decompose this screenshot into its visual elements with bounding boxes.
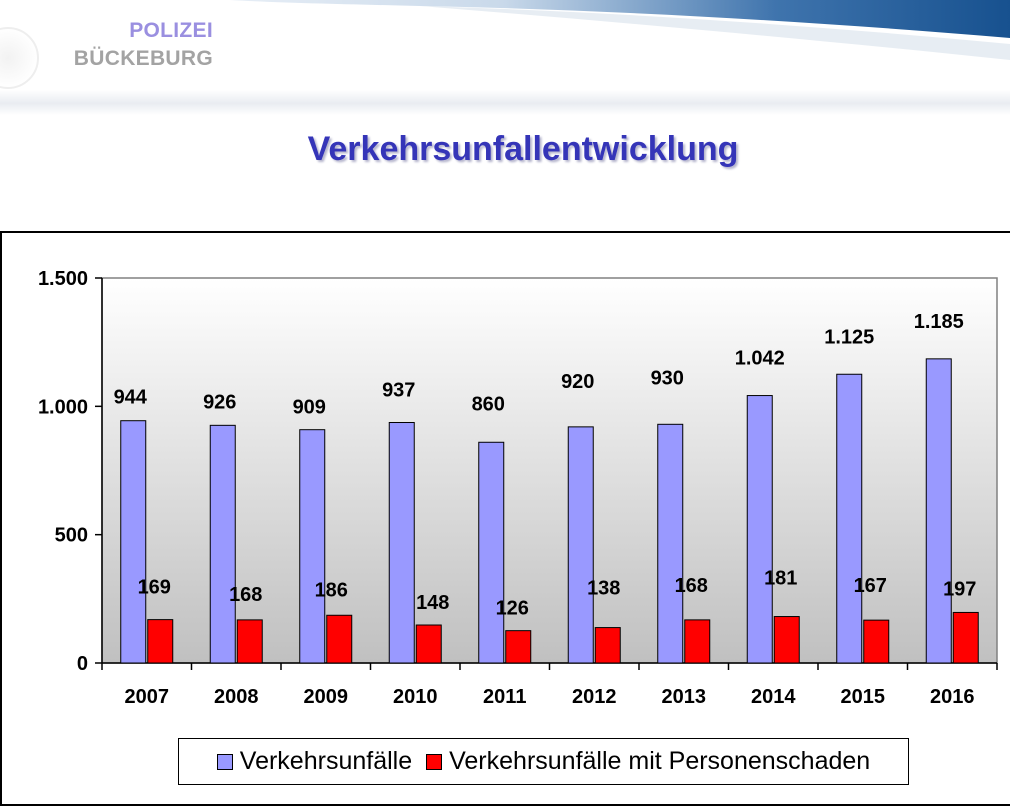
data-label-personenschaden: 168: [675, 575, 708, 597]
bar-personenschaden: [505, 630, 532, 664]
bar-personenschaden: [863, 619, 890, 664]
x-tick-label: 2008: [214, 686, 259, 708]
bar-personenschaden: [594, 627, 621, 664]
data-label-verkehrsunfaelle: 937: [382, 380, 415, 402]
data-label-personenschaden: 167: [854, 575, 887, 597]
legend-label-personenschaden: Verkehrsunfälle mit Personenschaden: [449, 747, 871, 775]
bar-verkehrsunfaelle: [478, 441, 505, 664]
x-tick-label: 2015: [841, 686, 886, 708]
x-tick-label: 2016: [930, 686, 975, 708]
x-tick-label: 2014: [751, 686, 796, 708]
data-label-verkehrsunfaelle: 944: [114, 387, 148, 409]
bar-verkehrsunfaelle: [299, 429, 326, 664]
bar-personenschaden: [147, 619, 174, 664]
chart-legend: Verkehrsunfälle Verkehrsunfälle mit Pers…: [178, 738, 909, 785]
bar-personenschaden: [773, 616, 800, 664]
logo-line2: BÜCKEBURG: [73, 47, 213, 70]
chart-frame: 0 500 1.000 1.500 2007 944 169 2008 926 168 2009 90…: [0, 231, 1010, 806]
data-label-verkehrsunfaelle: 920: [561, 371, 594, 393]
data-label-verkehrsunfaelle: 1.185: [914, 311, 964, 333]
y-tick-label: 1.500: [38, 268, 88, 290]
bar-verkehrsunfaelle: [567, 426, 594, 664]
data-label-verkehrsunfaelle: 909: [293, 397, 326, 419]
bar-chart: 0 500 1.000 1.500 2007 944 169 2008 926 168 2009 90…: [38, 268, 998, 708]
x-tick-label: 2009: [304, 686, 349, 708]
data-label-verkehrsunfaelle: 1.125: [824, 326, 874, 348]
x-tick-label: 2011: [483, 686, 526, 708]
logo-line1: POLIZEI: [129, 19, 213, 42]
data-label-verkehrsunfaelle: 860: [472, 393, 505, 415]
bar-personenschaden: [236, 619, 263, 664]
y-tick-label: 0: [77, 653, 88, 675]
bar-personenschaden: [684, 619, 711, 664]
bar-verkehrsunfaelle: [388, 422, 415, 664]
bar-verkehrsunfaelle: [657, 423, 684, 664]
bar-personenschaden: [415, 624, 442, 664]
data-label-verkehrsunfaelle: 1.042: [735, 348, 785, 370]
data-label-personenschaden: 186: [315, 579, 348, 601]
slide-header: POLIZEI BÜCKEBURG: [0, 0, 1010, 115]
slide-title: Verkehrsunfallentwicklung: [307, 130, 739, 168]
y-tick-label: 1.000: [38, 396, 88, 418]
header-swoosh: [0, 0, 1010, 89]
data-label-personenschaden: 168: [229, 584, 262, 606]
x-tick-label: 2010: [393, 686, 438, 708]
data-label-personenschaden: 126: [496, 598, 529, 620]
data-label-personenschaden: 181: [764, 568, 797, 590]
data-label-personenschaden: 169: [138, 577, 171, 599]
bar-verkehrsunfaelle: [925, 358, 952, 664]
legend-swatch-verkehrsunfaelle: [216, 753, 233, 770]
data-label-personenschaden: 138: [587, 578, 620, 600]
bar-personenschaden: [326, 614, 353, 664]
legend-item-personenschaden: Verkehrsunfälle mit Personenschaden: [426, 747, 870, 776]
bar-verkehrsunfaelle: [120, 420, 147, 664]
data-label-verkehrsunfaelle: 930: [651, 367, 684, 389]
bar-verkehrsunfaelle: [836, 373, 863, 664]
data-label-personenschaden: 148: [416, 592, 449, 614]
bar-personenschaden: [952, 611, 979, 664]
legend-label-verkehrsunfaelle: Verkehrsunfälle: [239, 747, 413, 775]
data-label-verkehrsunfaelle: 926: [203, 391, 236, 413]
x-tick-label: 2007: [125, 686, 170, 708]
bar-verkehrsunfaelle: [209, 424, 236, 664]
y-tick-label: 500: [55, 525, 88, 547]
x-tick-label: 2013: [662, 686, 707, 708]
data-label-personenschaden: 197: [943, 578, 976, 600]
bar-verkehrsunfaelle: [746, 395, 773, 664]
x-tick-label: 2012: [572, 686, 617, 708]
legend-swatch-personenschaden: [426, 753, 443, 770]
legend-item-verkehrsunfaelle: Verkehrsunfälle: [216, 747, 413, 776]
